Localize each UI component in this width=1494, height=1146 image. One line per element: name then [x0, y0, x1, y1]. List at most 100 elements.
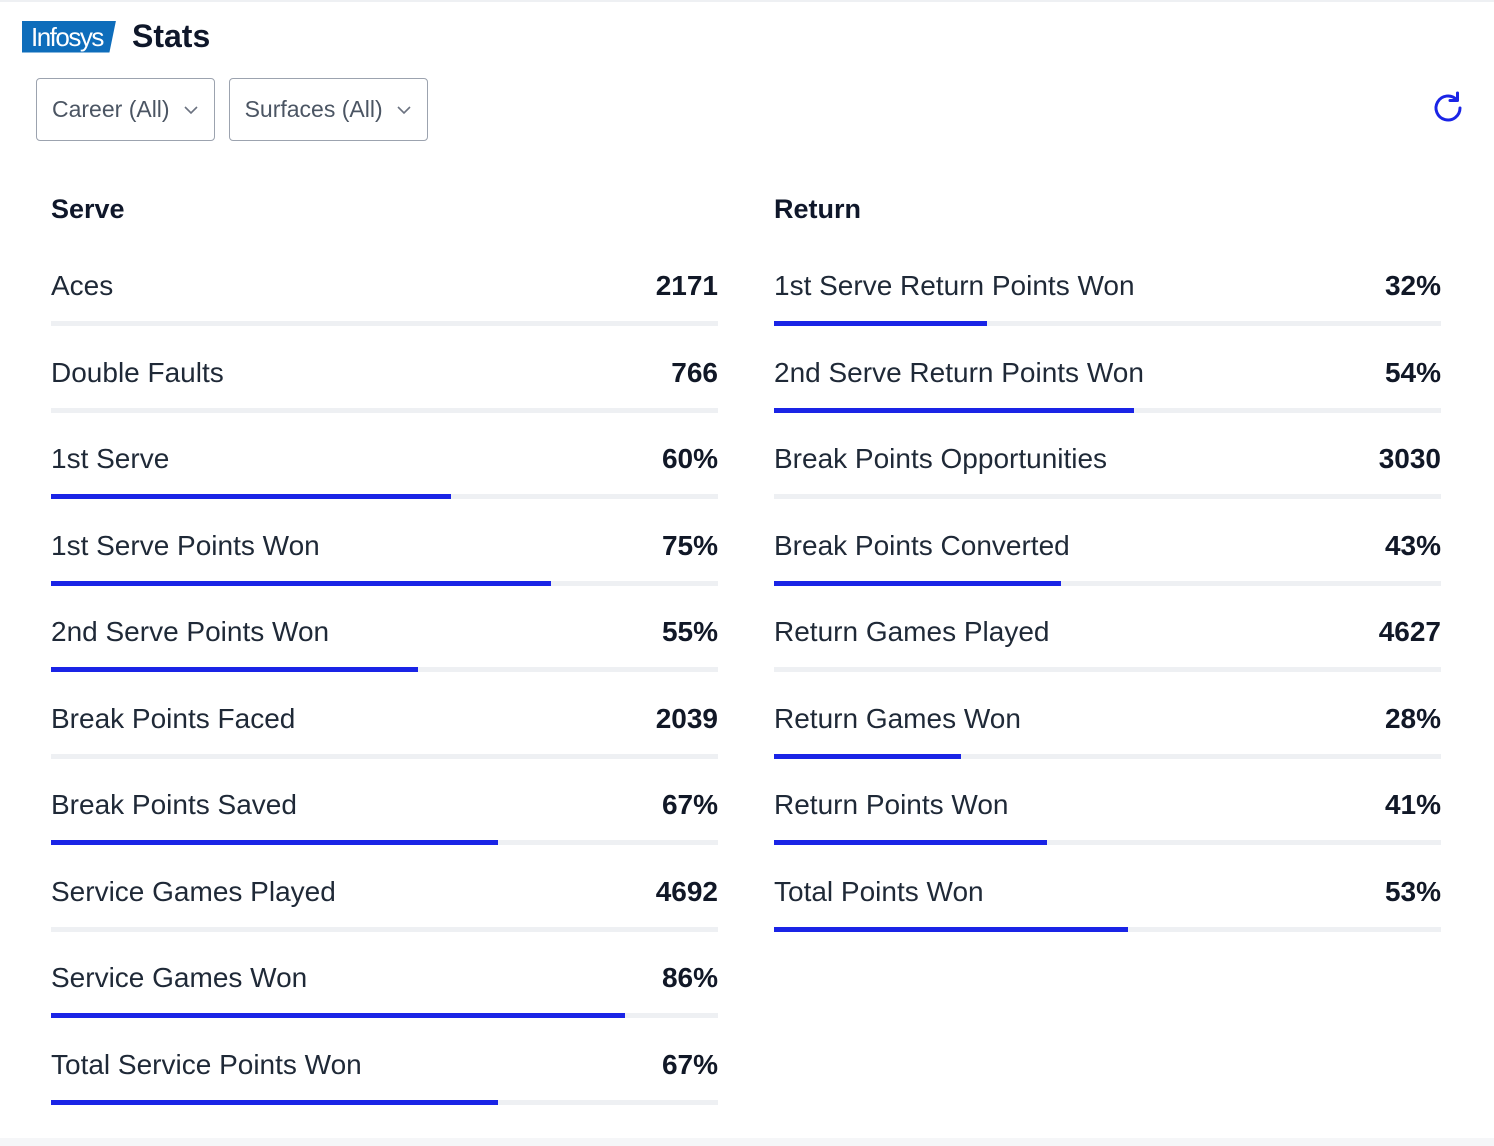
stat-row: 2nd Serve Return Points Won 54% [774, 329, 1441, 416]
stat-row: Service Games Won 86% [51, 934, 718, 1021]
surfaces-filter-dropdown[interactable]: Surfaces (All) [228, 78, 428, 141]
stat-label: Break Points Saved [51, 789, 297, 820]
bottom-divider [0, 1138, 1494, 1146]
serve-heading: Serve [51, 194, 125, 224]
stat-label: 1st Serve [51, 443, 170, 474]
stat-value: 4627 [1378, 616, 1441, 647]
stat-value: 60% [661, 443, 718, 474]
stat-bar-track [51, 1013, 718, 1018]
stat-bar-track [774, 407, 1441, 413]
stat-label: Return Points Won [774, 789, 1009, 820]
stat-bar-track [51, 667, 718, 672]
stat-bar-track [774, 580, 1441, 586]
stat-label: Return Games Won [774, 702, 1021, 734]
stat-value: 53% [1384, 875, 1441, 907]
stat-bar-fill [51, 840, 498, 845]
stat-bar-track [51, 753, 718, 759]
stat-value: 43% [1384, 529, 1441, 561]
stat-label: 2nd Serve Points Won [51, 616, 330, 647]
stat-row: Break Points Faced 2039 [51, 675, 718, 762]
stat-bar-track [51, 321, 718, 326]
stat-label: Service Games Won [51, 962, 308, 993]
stat-label: Aces [51, 270, 114, 301]
stat-label: Break Points Opportunities [774, 443, 1108, 474]
serve-section: Serve Aces 2171 Double Faults 766 1st Serve 6… [51, 191, 718, 1107]
stat-bar-fill [774, 753, 961, 759]
stat-value: 766 [671, 356, 718, 388]
stat-label: 1st Serve Return Points Won [774, 270, 1135, 301]
stat-row: Return Games Played 4627 [774, 588, 1441, 675]
stat-bar-track [51, 580, 718, 586]
career-filter-label: Career (All) [52, 96, 170, 122]
stat-value: 32% [1384, 270, 1441, 301]
stat-bar-track [774, 840, 1441, 845]
stat-bar-track [774, 321, 1441, 326]
career-filter-dropdown[interactable]: Career (All) [36, 78, 215, 141]
stat-label: Break Points Faced [51, 702, 296, 734]
serve-stats-list: Aces 2171 Double Faults 766 1st Serve 60% 1st … [51, 242, 718, 1107]
stat-bar-track [774, 667, 1441, 672]
stat-value: 28% [1384, 702, 1441, 734]
stat-label: 1st Serve Points Won [51, 529, 320, 561]
stat-row: Total Service Points Won 67% [51, 1021, 718, 1108]
stat-value: 41% [1384, 789, 1441, 820]
return-heading: Return [774, 194, 861, 224]
stat-bar-fill [51, 494, 452, 499]
stat-bar-track [51, 494, 718, 499]
stat-row: 1st Serve Points Won 75% [51, 502, 718, 589]
stat-row: Break Points Saved 67% [51, 761, 718, 848]
stat-bar-track [774, 926, 1441, 932]
stat-label: Total Service Points Won [51, 1048, 362, 1080]
chevron-down-icon [184, 105, 198, 114]
infosys-logo: Infosys [22, 20, 116, 53]
stat-bar-track [51, 926, 718, 932]
stat-bar-fill [51, 667, 418, 672]
stat-row: Return Points Won 41% [774, 761, 1441, 848]
stat-value: 67% [661, 789, 718, 820]
refresh-icon[interactable] [1430, 90, 1466, 126]
stat-row: Break Points Converted 43% [774, 502, 1441, 589]
stat-bar-track [51, 840, 718, 845]
stat-row: Total Points Won 53% [774, 848, 1441, 935]
stat-bar-track [51, 1099, 718, 1105]
stat-label: Break Points Converted [774, 529, 1070, 561]
stat-row: Break Points Opportunities 3030 [774, 415, 1441, 502]
stat-value: 2039 [655, 702, 718, 734]
stat-value: 75% [661, 529, 718, 561]
stat-row: Return Games Won 28% [774, 675, 1441, 762]
stat-row: 1st Serve Return Points Won 32% [774, 242, 1441, 329]
stat-row: Double Faults 766 [51, 329, 718, 416]
stat-label: 2nd Serve Return Points Won [774, 356, 1144, 388]
stat-bar-track [774, 753, 1441, 759]
stat-bar-track [774, 494, 1441, 499]
stat-value: 67% [661, 1048, 718, 1080]
filter-bar: Career (All) Surfaces (All) [36, 78, 428, 141]
stat-bar-fill [774, 580, 1061, 586]
stat-row: 1st Serve 60% [51, 415, 718, 502]
stat-value: 2171 [655, 270, 718, 301]
stat-bar-fill [774, 926, 1128, 932]
stat-value: 4692 [655, 875, 718, 907]
stat-value: 86% [661, 962, 718, 993]
stat-label: Service Games Played [51, 875, 336, 907]
stat-bar-track [51, 407, 718, 413]
chevron-down-icon [397, 105, 411, 114]
stat-value: 55% [661, 616, 718, 647]
stat-bar-fill [51, 580, 552, 586]
stat-label: Total Points Won [774, 875, 984, 907]
stat-value: 54% [1384, 356, 1441, 388]
stat-bar-fill [774, 407, 1135, 413]
page-title: Stats [132, 18, 211, 54]
surfaces-filter-label: Surfaces (All) [244, 96, 383, 122]
stat-row: Aces 2171 [51, 242, 718, 329]
header: Infosys Stats [22, 18, 210, 55]
stat-bar-fill [774, 321, 988, 326]
stat-bar-fill [774, 840, 1048, 845]
stat-bar-fill [51, 1099, 498, 1105]
stat-bar-fill [51, 1013, 625, 1018]
stat-label: Return Games Played [774, 616, 1050, 647]
stat-value: 3030 [1378, 443, 1441, 474]
stat-label: Double Faults [51, 356, 224, 388]
stat-row: Service Games Played 4692 [51, 848, 718, 935]
return-section: Return 1st Serve Return Points Won 32% 2nd… [774, 191, 1441, 934]
